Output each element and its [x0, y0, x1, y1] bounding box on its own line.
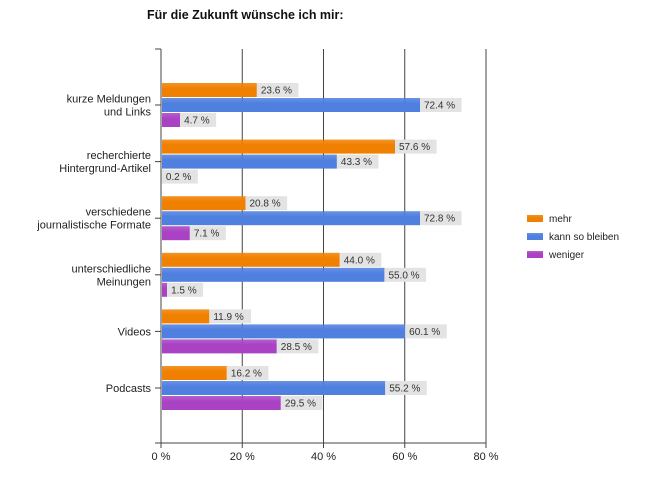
category-label: journalistische Formate: [36, 220, 151, 232]
value-label-bg: [384, 267, 427, 282]
value-label-bg: [189, 226, 226, 241]
value-label-bg: [405, 324, 447, 339]
bar-kann-so-bleiben: [162, 267, 385, 282]
value-label: 16.2 %: [231, 369, 262, 380]
legend-label: weniger: [548, 250, 585, 261]
bar-kann-so-bleiben: [162, 381, 386, 395]
value-label: 4.7 %: [184, 116, 210, 127]
category-label: Podcasts: [106, 383, 152, 395]
bar-weniger: [162, 396, 281, 410]
bar-weniger: [162, 226, 190, 241]
value-label: 28.5 %: [281, 342, 312, 353]
bar-kann-so-bleiben: [162, 324, 406, 339]
value-label-bg: [167, 282, 204, 297]
value-label: 11.9 %: [213, 312, 243, 323]
category-label: Hintergrund-Artikel: [59, 163, 151, 175]
category-label: unterschiedliche: [72, 263, 152, 275]
value-label: 43.3 %: [341, 157, 372, 168]
bar-mehr: [162, 252, 340, 267]
value-label: 72.4 %: [424, 101, 455, 112]
value-label-bg: [339, 252, 382, 267]
bar-kann-so-bleiben: [162, 154, 337, 169]
legend-swatch: [527, 215, 543, 222]
value-label-bg: [161, 169, 198, 184]
value-label: 55.2 %: [389, 384, 420, 395]
category-label: verschiedene: [86, 207, 151, 219]
value-label: 29.5 %: [285, 399, 316, 410]
bar-mehr: [162, 309, 210, 324]
value-label-bg: [420, 98, 462, 112]
bar-kann-so-bleiben: [162, 211, 420, 226]
bar-mehr: [162, 139, 395, 154]
value-label: 1.5 %: [171, 285, 197, 296]
category-label: kurze Meldungen: [67, 94, 151, 106]
category-label: Videos: [118, 326, 152, 338]
value-label-bg: [280, 396, 323, 410]
legend-swatch: [527, 233, 543, 240]
value-label: 72.8 %: [424, 214, 455, 225]
chart-title: Für die Zukunft wünsche ich mir:: [147, 8, 344, 22]
x-tick-label: 80 %: [473, 451, 498, 463]
value-label-bg: [209, 309, 251, 324]
bar-mehr: [162, 83, 257, 97]
value-label-bg: [245, 196, 288, 211]
x-tick-label: 0 %: [152, 451, 171, 463]
category-label: Meinungen: [97, 276, 151, 288]
value-label-bg: [276, 339, 319, 354]
value-label: 57.6 %: [399, 142, 430, 153]
bar-mehr: [162, 366, 227, 380]
value-label: 20.8 %: [250, 199, 281, 210]
value-label: 44.0 %: [344, 255, 375, 266]
value-label-bg: [226, 366, 269, 380]
value-label-bg: [180, 113, 217, 127]
value-label: 7.1 %: [194, 229, 220, 240]
value-label-bg: [336, 154, 379, 169]
x-tick-label: 60 %: [392, 451, 417, 463]
category-label: und Links: [104, 107, 152, 119]
legend-swatch: [527, 251, 543, 258]
bar-weniger: [162, 282, 168, 297]
legend-label: mehr: [549, 214, 572, 225]
category-label: recherchierte: [87, 150, 151, 162]
value-label-bg: [395, 139, 437, 154]
value-label-bg: [420, 211, 462, 226]
value-label-bg: [385, 381, 427, 395]
bar-mehr: [162, 196, 246, 211]
value-label-bg: [256, 83, 299, 97]
bar-kann-so-bleiben: [162, 98, 420, 112]
bar-weniger: [162, 113, 181, 127]
bar-weniger: [162, 339, 277, 354]
x-tick-label: 40 %: [311, 451, 336, 463]
value-label: 0.2 %: [166, 172, 192, 183]
value-label: 55.0 %: [388, 270, 419, 281]
legend-label: kann so bleiben: [549, 232, 619, 243]
value-label: 60.1 %: [409, 327, 440, 338]
value-label: 23.6 %: [261, 86, 292, 97]
x-tick-label: 20 %: [230, 451, 255, 463]
